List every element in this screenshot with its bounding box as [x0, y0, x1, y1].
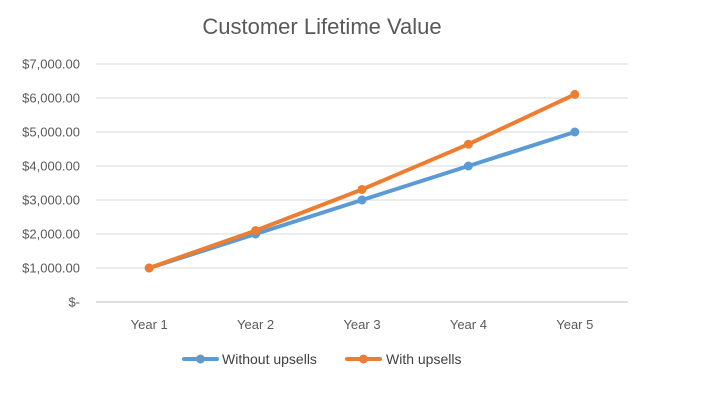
y-tick-label: $4,000.00 — [22, 159, 80, 174]
data-point — [463, 161, 473, 171]
y-tick-label: $6,000.00 — [22, 91, 80, 106]
x-tick-label: Year 5 — [556, 317, 593, 332]
y-tick-label: $5,000.00 — [22, 125, 80, 140]
series-lines — [144, 89, 580, 273]
series-line — [147, 92, 577, 270]
data-point — [570, 89, 580, 99]
y-tick-label: $7,000.00 — [22, 57, 80, 72]
series-2 — [144, 89, 580, 273]
y-tick-label: $1,000.00 — [22, 261, 80, 276]
legend-label: Without upsells — [222, 351, 317, 367]
x-tick-label: Year 3 — [343, 317, 380, 332]
x-tick-label: Year 4 — [450, 317, 487, 332]
y-tick-label: $- — [68, 295, 80, 310]
data-point — [144, 263, 154, 273]
x-axis-tick-labels: Year 1 Year 2 Year 3 Year 4 Year 5 — [131, 317, 594, 332]
y-tick-label: $2,000.00 — [22, 227, 80, 242]
legend-label: With upsells — [386, 351, 461, 367]
x-tick-label: Year 2 — [237, 317, 274, 332]
legend-swatch-marker — [359, 354, 368, 364]
data-point — [251, 226, 261, 236]
y-axis-tick-labels: $- $1,000.00 $2,000.00 $3,000.00 $4,000.00 $5… — [22, 57, 80, 310]
legend-entry: Without upsells — [182, 351, 317, 367]
gridlines — [96, 63, 628, 303]
data-point — [463, 139, 473, 149]
x-tick-label: Year 1 — [131, 317, 168, 332]
y-tick-label: $3,000.00 — [22, 193, 80, 208]
chart-title: Customer Lifetime Value — [202, 14, 441, 39]
legend: Without upsells With upsells — [182, 351, 461, 367]
data-point — [570, 127, 580, 137]
legend-entry: With upsells — [345, 351, 461, 367]
data-point — [357, 195, 367, 205]
data-point — [357, 184, 367, 194]
legend-swatch-marker — [196, 354, 205, 364]
